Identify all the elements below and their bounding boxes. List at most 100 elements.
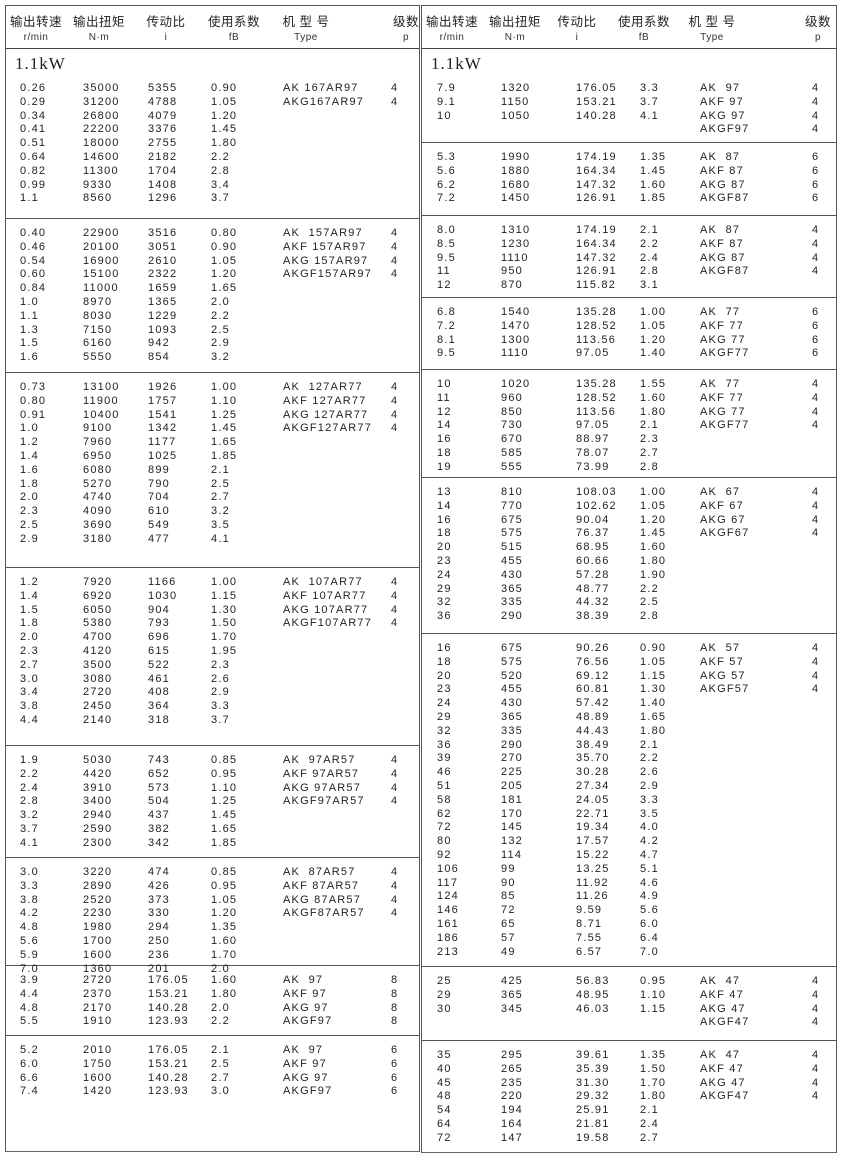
cell-factor: 0.80 — [211, 227, 238, 239]
cell-torque: 22900 — [83, 227, 120, 239]
cell-factor: 1.90 — [640, 568, 667, 581]
cell-torque: 11900 — [83, 394, 119, 407]
cell-poles: 4 — [812, 1049, 820, 1061]
cell-poles: 4 — [812, 683, 820, 696]
table-row: 29 365 48.77 2.2 — [422, 583, 836, 597]
cell-type: AK 67 — [700, 486, 741, 498]
table-row: 7.2 1450 126.91 1.85 AKGF87 6 — [422, 192, 836, 206]
cell-ratio: 135.28 — [576, 306, 617, 318]
cell-type: AK 57 — [700, 642, 741, 654]
cell-torque: 810 — [501, 486, 523, 498]
cell-torque: 425 — [501, 975, 523, 987]
cell-type: AKGF97 — [283, 1015, 333, 1028]
cell-type: AKGF97AR57 — [283, 795, 365, 808]
motor-group-section: 6.8 1540 135.28 1.00 AK 77 6 7.2 1470 128.52 1.05… — [422, 298, 836, 370]
cell-ratio: 2182 — [148, 150, 178, 163]
motor-group-section: 5.3 1990 174.19 1.35 AK 87 6 5.6 1880 164.34 1.45… — [422, 143, 836, 216]
cell-speed: 9.1 — [437, 95, 456, 108]
cell-type: AK 87AR57 — [283, 866, 356, 878]
cell-speed: 72 — [437, 821, 452, 834]
table-row: 124 85 11.26 4.9 — [422, 890, 836, 904]
cell-speed: 5.6 — [437, 164, 456, 177]
table-row: AKGF47 4 — [422, 1016, 836, 1030]
cell-torque: 2300 — [83, 836, 113, 849]
cell-torque: 870 — [501, 279, 523, 292]
cell-poles: 4 — [812, 82, 820, 94]
table-row: 48 220 29.32 1.80 AKGF47 4 — [422, 1090, 836, 1104]
cell-speed: 12 — [437, 405, 452, 418]
cell-torque: 225 — [501, 766, 523, 779]
table-row: 0.60 15100 2322 1.20 AKGF157AR97 4 — [6, 268, 419, 282]
cell-factor: 2.2 — [211, 309, 230, 322]
cell-ratio: 102.62 — [576, 499, 617, 512]
cell-factor: 2.5 — [640, 596, 659, 609]
cell-torque: 575 — [501, 527, 523, 540]
cell-speed: 0.60 — [20, 268, 47, 281]
cell-ratio: 904 — [148, 603, 170, 616]
cell-poles: 6 — [812, 178, 820, 191]
cell-speed: 7.4 — [20, 1085, 39, 1098]
cell-factor: 1.15 — [211, 589, 238, 602]
cell-torque: 3500 — [83, 658, 113, 671]
cell-type: AK 97 — [283, 974, 324, 986]
cell-factor: 1.20 — [211, 268, 238, 281]
cell-torque: 1750 — [83, 1057, 113, 1070]
table-row: 10 1020 135.28 1.55 AK 77 4 — [422, 378, 836, 392]
cell-speed: 3.9 — [20, 974, 39, 986]
cell-ratio: 48.89 — [576, 710, 610, 723]
table-row: 0.29 31200 4788 1.05 AKG167AR97 4 — [6, 96, 419, 110]
cell-type: AKGF77 — [700, 347, 750, 360]
header-poles: 级数 — [804, 15, 832, 29]
cell-ratio: 113.56 — [576, 405, 617, 418]
cell-ratio: 426 — [148, 879, 170, 892]
cell-ratio: 696 — [148, 631, 170, 644]
cell-ratio: 76.37 — [576, 527, 610, 540]
header-factor-unit: fB — [228, 32, 240, 43]
cell-ratio: 19.34 — [576, 821, 610, 834]
motor-group-section: 10 1020 135.28 1.55 AK 77 4 11 960 128.52 1.60 AKF… — [422, 370, 836, 478]
cell-poles: 4 — [812, 527, 820, 540]
cell-speed: 1.8 — [20, 617, 39, 630]
cell-ratio: 19.58 — [576, 1131, 610, 1144]
cell-type: AKG 47 — [700, 1002, 746, 1015]
cell-factor: 4.0 — [640, 821, 659, 834]
cell-type: AKG 87 — [700, 251, 746, 264]
cell-ratio: 176.05 — [148, 974, 189, 986]
cell-ratio: 294 — [148, 921, 170, 934]
cell-speed: 1.5 — [20, 337, 39, 350]
cell-poles: 6 — [812, 306, 820, 318]
cell-factor: 1.05 — [640, 319, 667, 332]
cell-speed: 9.5 — [437, 251, 456, 264]
cell-factor: 0.85 — [211, 866, 238, 878]
cell-factor: 2.9 — [211, 686, 230, 699]
table-row: 6.0 1750 153.21 2.5 AKF 97 6 — [6, 1058, 419, 1072]
cell-speed: 3.3 — [20, 879, 39, 892]
cell-ratio: 250 — [148, 934, 170, 947]
cell-factor: 1.45 — [211, 422, 238, 435]
cell-poles: 4 — [391, 422, 399, 435]
cell-factor: 1.35 — [640, 151, 667, 163]
cell-torque: 235 — [501, 1076, 523, 1089]
cell-type: AKG 97 — [283, 1071, 329, 1084]
cell-speed: 0.46 — [20, 240, 47, 253]
cell-factor: 4.6 — [640, 876, 659, 889]
cell-speed: 14 — [437, 419, 452, 432]
cell-factor: 0.95 — [640, 975, 667, 987]
table-row: 4.8 1980 294 1.35 — [6, 921, 419, 935]
cell-type: AKF 127AR77 — [283, 394, 367, 407]
cell-type: AKGF127AR77 — [283, 422, 373, 435]
table-row: 0.73 13100 1926 1.00 AK 127AR77 4 — [6, 381, 419, 395]
cell-torque: 555 — [501, 460, 523, 473]
cell-ratio: 46.03 — [576, 1002, 610, 1015]
header-speed: 输出转速 — [425, 15, 479, 29]
cell-type: AKF 157AR97 — [283, 240, 367, 253]
table-row: 146 72 9.59 5.6 — [422, 904, 836, 918]
cell-speed: 30 — [437, 1002, 452, 1015]
cell-torque: 22200 — [83, 123, 120, 136]
cell-torque: 295 — [501, 1049, 523, 1061]
table-row: 46 225 30.28 2.6 — [422, 766, 836, 780]
cell-torque: 1300 — [501, 333, 531, 346]
cell-poles: 4 — [812, 405, 820, 418]
cell-type: AKGF67 — [700, 527, 750, 540]
cell-ratio: 743 — [148, 754, 170, 766]
